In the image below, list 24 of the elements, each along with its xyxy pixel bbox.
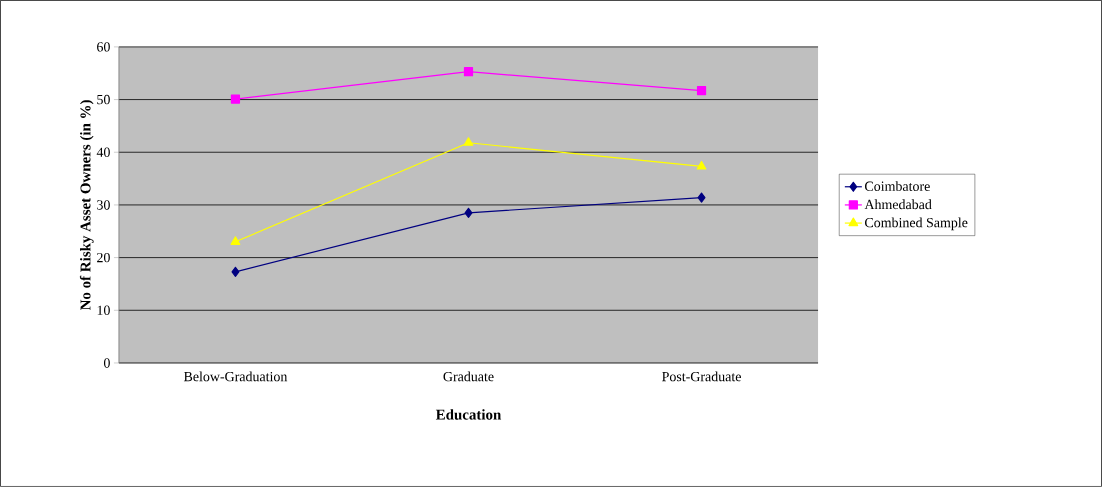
point	[696, 160, 707, 170]
x-tick-label: Below-Graduation	[183, 371, 288, 382]
point	[231, 266, 240, 277]
legend-label: Ahmedabad	[864, 199, 932, 210]
point	[463, 137, 474, 146]
y-tick-label: 30	[97, 200, 110, 210]
point	[230, 236, 241, 245]
y-tick-label: 0	[103, 358, 110, 368]
x-axis-title: Education	[435, 409, 502, 420]
y-tick-label: 40	[96, 147, 110, 158]
legend-label: Combined Sample	[865, 217, 968, 231]
y-tick-label: 20	[97, 252, 110, 263]
point	[463, 67, 474, 77]
point	[464, 207, 473, 218]
y-tick-label: 50	[97, 94, 110, 105]
legend-label: Coimbatore	[865, 181, 930, 192]
y-tick-label: 60	[97, 42, 110, 52]
x-tick-label: Post-Graduate	[662, 371, 741, 382]
point	[697, 192, 706, 203]
y-tick-label: 10	[97, 305, 110, 316]
point	[230, 94, 241, 104]
point	[696, 86, 707, 96]
x-tick-label: Graduate	[443, 371, 494, 382]
y-axis-title: No of Risky Asset Owners (in %)	[79, 100, 94, 311]
